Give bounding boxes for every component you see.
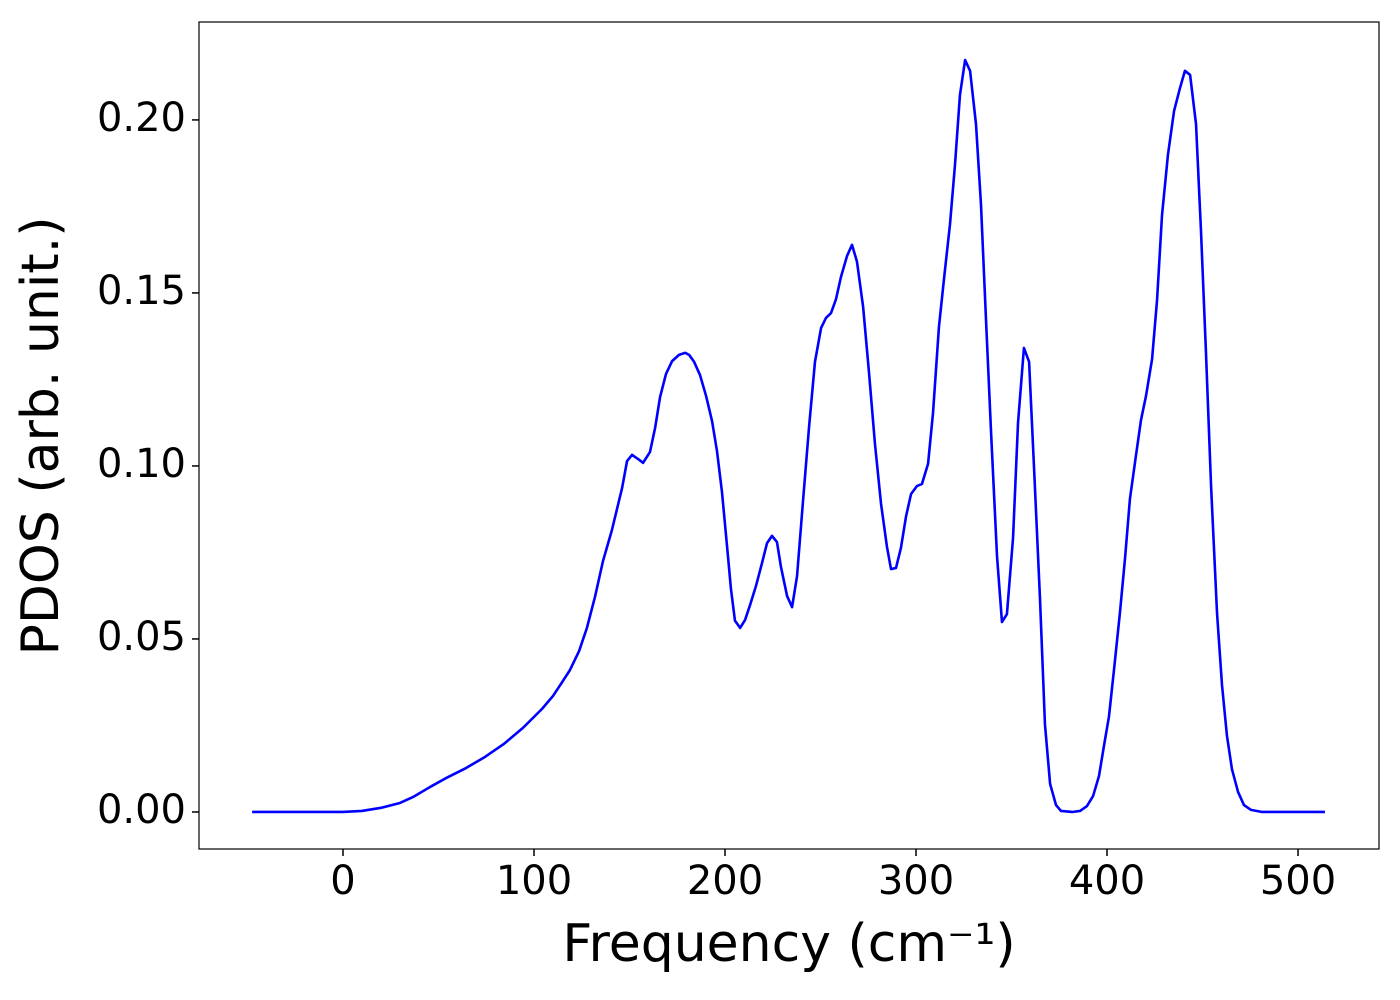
- plot-frame: [198, 21, 1380, 850]
- x-tick-label: 300: [878, 858, 954, 904]
- x-tick-label: 200: [687, 858, 763, 904]
- x-tick-label: 500: [1260, 858, 1336, 904]
- y-tick-label: 0.15: [97, 268, 186, 314]
- y-axis-label: PDOS (arb. unit.): [11, 216, 71, 655]
- y-tick-label: 0.05: [97, 614, 186, 660]
- y-tick-label: 0.00: [97, 787, 186, 833]
- x-tick-label: 100: [496, 858, 572, 904]
- x-axis-label: Frequency (cm⁻¹): [562, 914, 1015, 974]
- y-tick-label: 0.10: [97, 441, 186, 487]
- y-tick-label: 0.20: [97, 95, 186, 141]
- line: [252, 58, 1325, 814]
- x-tick-label: 400: [1069, 858, 1145, 904]
- x-tick-label: 0: [330, 858, 355, 904]
